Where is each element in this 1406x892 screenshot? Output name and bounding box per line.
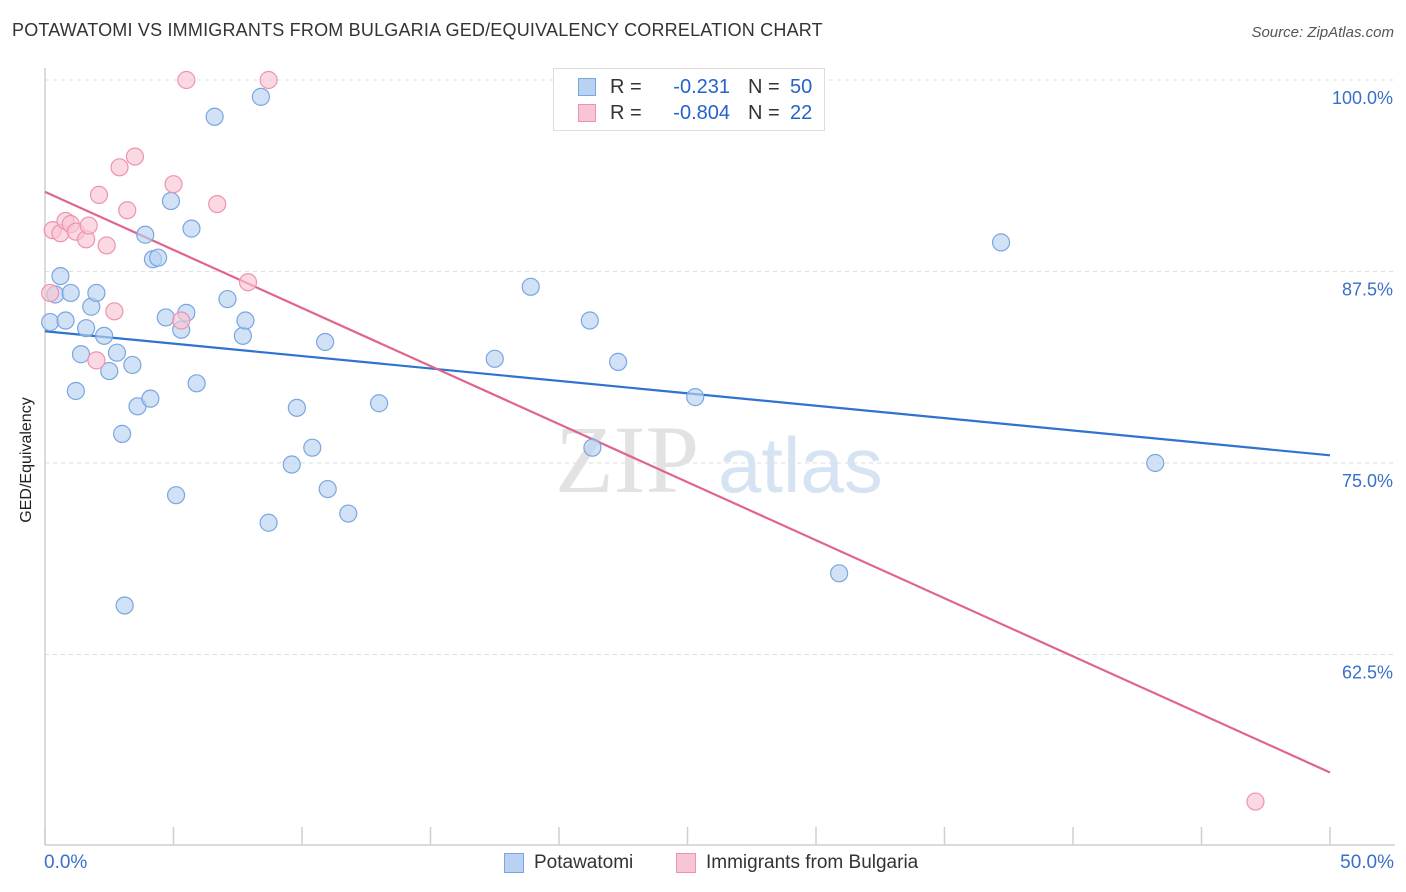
point-bulgaria [118,201,137,220]
point-bulgaria [87,351,106,370]
bottom-legend-bulgaria: Immigrants from Bulgaria [676,852,918,874]
point-bulgaria [208,194,227,214]
point-bulgaria [164,175,183,194]
legend-n-value: 22 [790,101,813,124]
bottom-legend-swatch-blue [504,853,524,873]
bottom-legend-label: Potawatomi [534,852,634,873]
legend-n-value: 50 [790,75,813,98]
y-tick-label: 100.0% [1332,88,1393,108]
legend-n-label: N = [748,75,780,98]
point-bulgaria [1246,792,1265,811]
point-potawatomi [61,283,80,303]
watermark-atlas: atlas [718,421,883,509]
point-potawatomi [991,233,1011,252]
point-potawatomi [609,352,628,371]
point-bulgaria [110,158,129,177]
watermark-zip: ZIP [555,406,699,513]
point-potawatomi [166,486,186,505]
point-potawatomi [521,277,540,296]
bottom-legend-label: Immigrants from Bulgaria [706,852,919,873]
point-bulgaria [238,273,258,292]
point-potawatomi [161,191,181,211]
gridlines [45,79,1395,655]
point-potawatomi [830,564,849,583]
point-bulgaria [105,302,124,321]
legend-r-value: -0.804 [673,101,730,124]
point-potawatomi [686,388,705,407]
point-potawatomi [51,266,70,286]
point-potawatomi [303,438,322,457]
point-potawatomi [112,424,132,443]
trendlines [44,190,1331,774]
chart-title: POTAWATOMI VS IMMIGRANTS FROM BULGARIA G… [12,20,823,40]
point-potawatomi [41,312,60,332]
point-bulgaria [89,185,109,204]
legend-n-label: N = [748,101,780,124]
legend-row-potawatomi: R = -0.231 N = 50 [578,75,812,99]
point-potawatomi [233,326,252,345]
data-points [41,70,1265,811]
x-tick-label-min: 0.0% [44,852,88,873]
point-potawatomi [182,219,201,238]
point-potawatomi [205,107,224,126]
point-potawatomi [259,513,278,532]
legend-r-label: R = [610,75,642,98]
point-potawatomi [87,283,106,303]
point-bulgaria [41,283,60,303]
axes [44,68,1395,846]
point-potawatomi [583,438,602,457]
point-potawatomi [236,311,255,330]
point-potawatomi [100,361,119,381]
point-bulgaria [259,70,278,90]
point-potawatomi [123,355,142,375]
y-tick-label: 87.5% [1342,280,1393,300]
y-tick-label: 75.0% [1342,471,1393,491]
point-bulgaria [172,311,191,330]
legend-swatch-pink [578,104,596,122]
legend-swatch-blue [578,78,596,96]
point-potawatomi [187,374,206,393]
bottom-legend-potawatomi: Potawatomi [504,852,633,874]
point-bulgaria [125,147,145,166]
point-potawatomi [148,248,168,267]
point-potawatomi [156,308,175,327]
point-potawatomi [107,343,127,362]
point-potawatomi [287,398,306,417]
watermark: ZIP atlas [555,406,883,513]
point-potawatomi [251,87,270,106]
point-potawatomi [316,332,335,352]
y-tick-labels: 62.5% 75.0% 87.5% 100.0% [1332,88,1393,683]
point-potawatomi [1146,453,1165,473]
y-tick-label: 62.5% [1342,663,1393,683]
point-potawatomi [95,326,114,345]
legend-row-bulgaria: R = -0.804 N = 22 [578,101,812,125]
legend-r-label: R = [610,101,642,124]
bottom-legend-swatch-pink [676,853,696,873]
y-axis-label: GED/Equivalency [18,397,35,523]
point-potawatomi [56,311,75,330]
x-tick-label-max: 50.0% [1340,852,1394,873]
point-potawatomi [77,319,96,338]
legend-r-value: -0.231 [673,75,730,98]
point-potawatomi [485,349,504,368]
point-bulgaria [97,236,116,255]
point-potawatomi [218,289,237,309]
stats-legend: R = -0.231 N = 50 R = -0.804 N = 22 [553,68,825,131]
source-label: Source: ZipAtlas.com [1251,24,1394,41]
point-potawatomi [580,311,599,330]
point-potawatomi [71,345,91,364]
point-potawatomi [141,389,160,408]
point-potawatomi [370,394,389,413]
point-potawatomi [115,596,134,615]
point-potawatomi [282,455,301,474]
point-potawatomi [136,225,155,244]
point-bulgaria [79,216,98,235]
point-potawatomi [318,479,337,499]
point-bulgaria [177,70,196,90]
point-potawatomi [66,381,85,401]
trendline [44,190,1331,774]
point-potawatomi [339,504,358,523]
